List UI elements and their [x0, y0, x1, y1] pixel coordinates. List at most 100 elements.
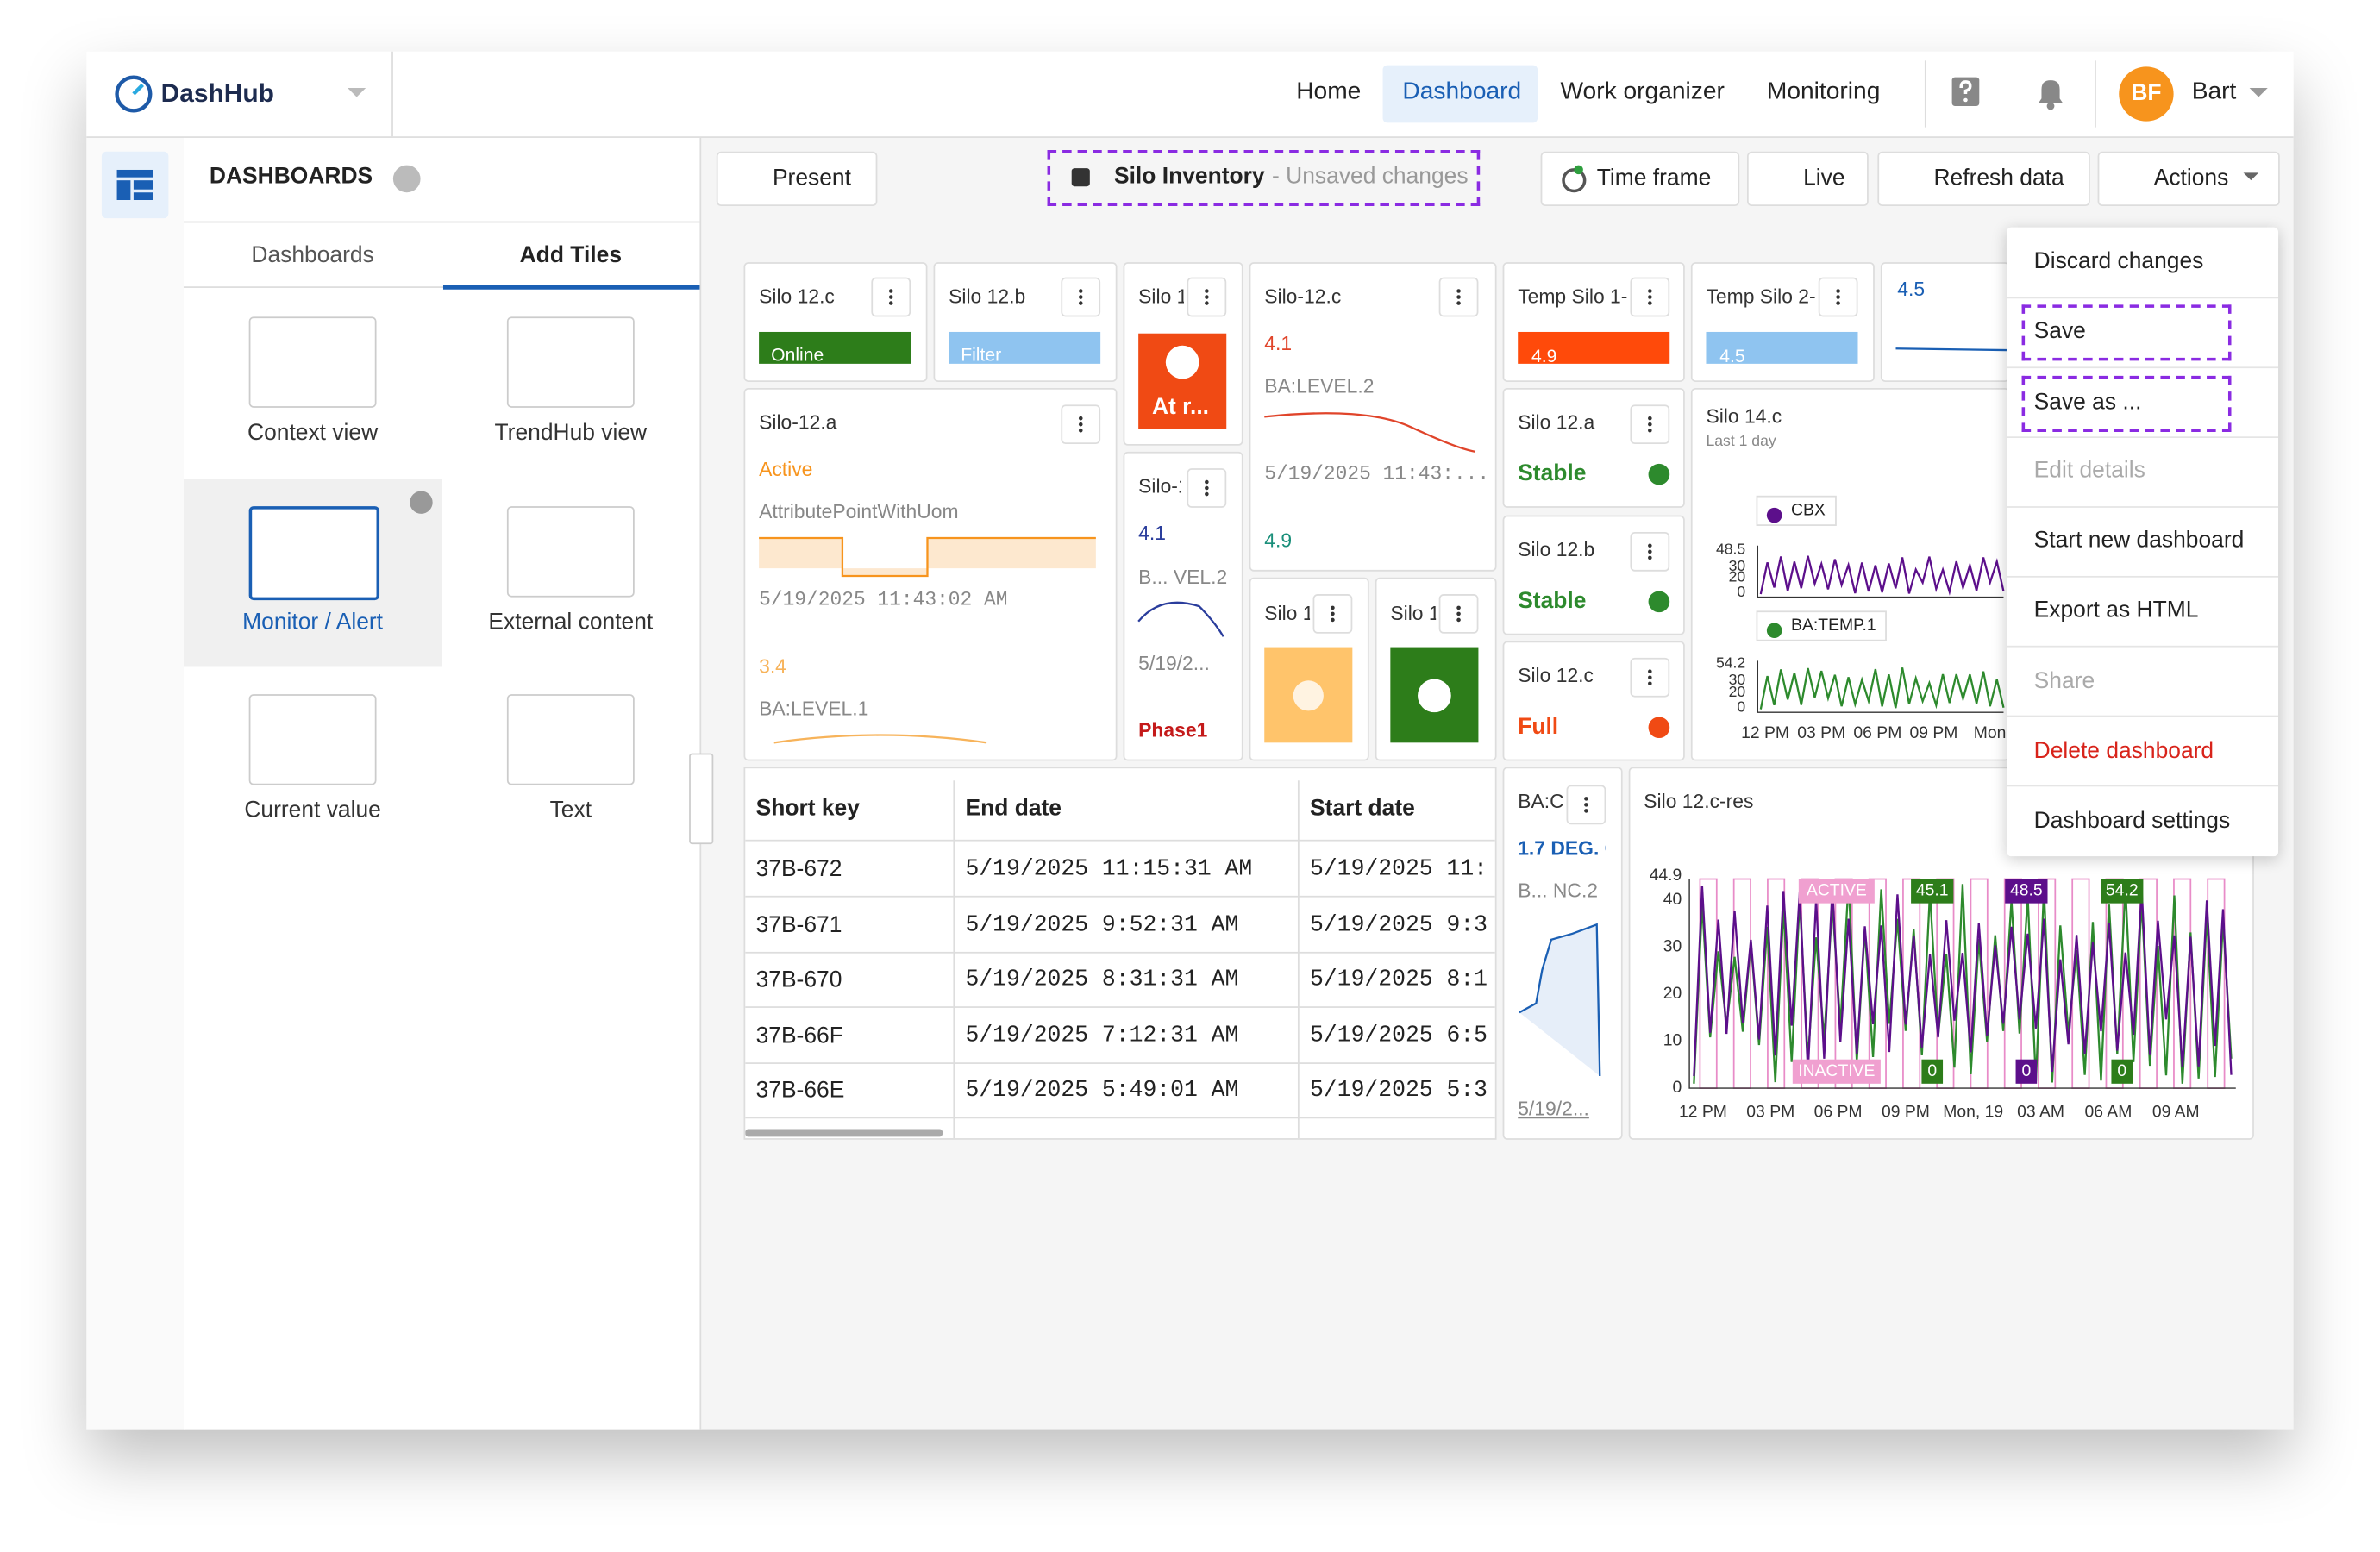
dashboard-icon [116, 169, 153, 201]
tile-icon[interactable] [248, 316, 377, 408]
kebab-button[interactable] [1630, 657, 1670, 698]
kebab-button[interactable] [1061, 404, 1101, 445]
kebab-button[interactable] [871, 277, 911, 317]
axis-label: 0 [1737, 698, 1745, 716]
table-header[interactable]: Start date [1310, 795, 1415, 822]
tile-label[interactable]: External content [488, 609, 654, 635]
state-text: Online [771, 344, 824, 364]
axis-label: Mon, 19 [1943, 1102, 2003, 1121]
tile-label[interactable]: Monitor / Alert [242, 609, 384, 635]
tab[interactable]: Dashboards [251, 242, 374, 269]
user-name[interactable]: Bart [2191, 78, 2237, 105]
tile-icon[interactable] [248, 506, 380, 601]
menu-item[interactable]: Discard changes [2033, 248, 2204, 275]
sidebar-title: DASHBOARDS [209, 163, 373, 190]
kebab-button[interactable] [1438, 594, 1479, 634]
tile [1502, 767, 1623, 1140]
axis-label: 09 PM [1882, 1102, 1930, 1121]
value-bar: 4.9 [1518, 331, 1670, 364]
kebab-dot [1078, 295, 1083, 299]
kebab-button[interactable] [1438, 277, 1479, 317]
tab-underline [442, 285, 700, 290]
trend-line [774, 734, 987, 744]
tile-value: 4.5 [1897, 277, 1926, 301]
kebab-dot [1205, 301, 1209, 305]
tile-label[interactable]: Current value [244, 797, 381, 823]
kebab-dot [888, 295, 893, 299]
axis-label: 09 PM [1910, 723, 1958, 742]
menu-item[interactable]: Save [2033, 318, 2086, 345]
axis-label: ACTIVE [1807, 881, 1867, 900]
row-line [745, 839, 1495, 842]
axis-label: 12 PM [1679, 1102, 1727, 1121]
avatar[interactable]: BF [2119, 66, 2174, 122]
tile-icon[interactable] [248, 694, 377, 785]
divider [183, 286, 700, 288]
axis-label: 0 [1737, 583, 1745, 600]
menu-item[interactable]: Delete dashboard [2033, 738, 2214, 764]
kebab-button[interactable] [1630, 277, 1670, 317]
kebab-button[interactable] [1187, 468, 1227, 508]
kebab-dot [1205, 289, 1209, 293]
nav-link[interactable]: Dashboard [1402, 78, 1522, 105]
tile-title: Silo 12.c-res [1644, 789, 1754, 813]
caret[interactable] [348, 87, 366, 106]
live-button[interactable]: Live [1746, 151, 1869, 207]
tile-title: Silo 12.a [1518, 410, 1595, 434]
menu-separator [2006, 436, 2279, 439]
axis-label: 0 [1927, 1061, 1937, 1080]
menu-separator [2006, 575, 2279, 578]
kebab-button[interactable] [1187, 277, 1227, 317]
menu-separator [2006, 366, 2279, 369]
menu-item: Edit details [2033, 457, 2145, 484]
col-line [1297, 780, 1300, 1139]
button-label: Actions [2153, 165, 2229, 191]
nav-link[interactable]: Work organizer [1560, 78, 1725, 105]
tile-label[interactable]: Text [549, 797, 592, 823]
nav-link[interactable]: Home [1296, 78, 1362, 105]
help-dot[interactable] [392, 165, 421, 193]
table-cell: 5/19/2025 5:49:01 AM [965, 1077, 1239, 1104]
kebab-button[interactable] [1630, 404, 1670, 445]
nav-link[interactable]: Monitoring [1766, 78, 1881, 105]
kebab-button[interactable] [1630, 531, 1670, 572]
time-frame-button[interactable]: Time frame [1540, 151, 1740, 207]
kebab-button[interactable] [1061, 277, 1101, 317]
timestamp: 5/19/2... [1138, 651, 1210, 675]
kebab-button[interactable] [1818, 277, 1858, 317]
present-button[interactable]: Present [716, 151, 878, 207]
kebab-button[interactable] [1312, 594, 1353, 634]
tab-active[interactable]: Add Tiles [519, 242, 623, 269]
tile-label[interactable]: TrendHub view [494, 419, 648, 446]
splitter[interactable] [689, 753, 714, 845]
bell-icon[interactable] [2034, 76, 2068, 112]
axis-label: 20 [1729, 683, 1746, 700]
logo[interactable]: DashHub [160, 78, 274, 108]
help-dot[interactable] [410, 491, 433, 514]
bar-value: 4.9 [1531, 345, 1557, 364]
annotation-bg [1911, 879, 1954, 904]
caret[interactable] [2249, 87, 2268, 106]
menu-item[interactable]: Dashboard settings [2033, 807, 2231, 834]
attribute: B... NC.2 [1518, 879, 1599, 902]
axis-label: 44.9 [1650, 866, 1682, 885]
tile [1880, 262, 2010, 382]
menu-item[interactable]: Export as HTML [2033, 597, 2199, 623]
tile-icon[interactable] [506, 506, 635, 598]
tile-title: Silo 1 [1138, 285, 1184, 308]
help-icon[interactable] [1951, 76, 1981, 112]
tile-icon[interactable] [506, 316, 635, 408]
tile-label[interactable]: Context view [247, 419, 379, 446]
tile-icon[interactable] [506, 694, 635, 785]
table-header[interactable]: End date [965, 795, 1062, 822]
kebab-button[interactable] [1566, 785, 1606, 825]
row-line [745, 1006, 1495, 1008]
trend-line [1693, 886, 2233, 1077]
refresh-button[interactable]: Refresh data [1877, 151, 2090, 207]
tile [1502, 641, 1685, 761]
axis-label: 12 PM [1741, 723, 1789, 742]
menu-item[interactable]: Start new dashboard [2033, 527, 2245, 554]
table-header[interactable]: Short key [755, 795, 860, 822]
kebab-dot [1078, 428, 1083, 433]
menu-item[interactable]: Save as ... [2033, 389, 2142, 416]
